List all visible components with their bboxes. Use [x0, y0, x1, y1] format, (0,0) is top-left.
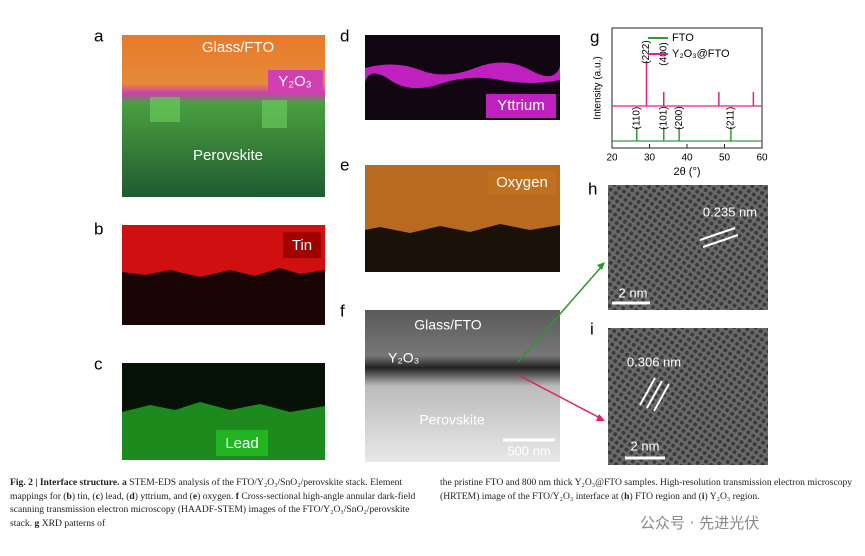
panel-h-image: [608, 185, 768, 310]
caption-text: Cross-sectional high-angle annular dark-…: [10, 490, 416, 529]
x-tick-label: 20: [606, 153, 618, 164]
caption-text: h: [624, 490, 630, 502]
legend-label: FTO: [672, 32, 694, 44]
peak-label: (200): [674, 106, 685, 129]
decor: [150, 97, 180, 122]
panel-letter: i: [590, 319, 594, 338]
caption-text: e: [192, 490, 198, 502]
caption-text: the pristine FTO and 800 nm thick Y₂O₃@F…: [440, 477, 853, 502]
layer-label: Perovskite: [193, 147, 263, 164]
element-label: Oxygen: [496, 174, 548, 191]
caption-text: ) lead, (: [99, 490, 130, 502]
figure: a Glass/FTO Y₂O₃ Perovskite b Tin c Lead…: [94, 26, 768, 465]
caption-left: Fig. 2 | Interface structure. a STEM-EDS…: [10, 476, 432, 530]
label-box: [486, 94, 556, 118]
caption-right: the pristine FTO and 800 nm thick Y₂O₃@F…: [440, 476, 855, 503]
caption-text: f: [233, 490, 239, 502]
panel-letter: e: [340, 155, 349, 174]
panel-f-image: [365, 310, 560, 462]
caption-text: b: [66, 490, 72, 502]
x-tick-label: 40: [681, 153, 693, 164]
panel-letter: f: [340, 301, 345, 320]
decor: [365, 62, 560, 89]
spacing-label: 0.306 nm: [627, 354, 681, 369]
layer-label: Perovskite: [419, 412, 485, 428]
spacing-label: 0.235 nm: [703, 204, 757, 219]
caption-text: ) yttrium, and (: [134, 490, 193, 502]
panel-letter: b: [94, 219, 103, 238]
label-box: [268, 70, 323, 94]
caption-text: XRD patterns of: [39, 517, 106, 529]
peak-label: (222): [641, 40, 652, 63]
label-box: [283, 232, 321, 258]
panel-letter: g: [590, 27, 599, 46]
scale-label: 500 nm: [507, 443, 550, 458]
panel-letter: a: [94, 26, 104, 45]
decor: [699, 227, 739, 248]
y-axis-label: Intensity (a.u.): [593, 56, 604, 119]
decor: [639, 377, 670, 412]
caption-text: ) FTO region and (: [629, 490, 702, 502]
peak-label: (211): [726, 107, 737, 130]
peak-label: (110): [631, 107, 642, 130]
caption-text: ) tin, (: [71, 490, 96, 502]
x-axis-label: 2θ (°): [673, 166, 700, 178]
caption-text: d: [129, 490, 135, 502]
pointer-arrow: [517, 265, 603, 363]
scale-label: 2 nm: [631, 438, 660, 453]
legend-label: Y₂O₃@FTO: [672, 48, 730, 60]
element-label: Lead: [225, 435, 258, 452]
layer-label: Glass/FTO: [414, 317, 482, 333]
caption-text: ) oxygen.: [197, 490, 234, 502]
decor: [262, 100, 287, 128]
layer-label: Glass/FTO: [202, 39, 274, 56]
caption-text: STEM-EDS analysis of the FTO/Y₂O₃/SnO₂/p…: [10, 477, 403, 502]
peak-label: (101): [658, 106, 669, 129]
caption-text: a: [119, 477, 127, 488]
label-box: [488, 170, 556, 195]
pointer-arrow: [519, 375, 601, 419]
panel-letter: c: [94, 354, 103, 373]
panel-letter: d: [340, 26, 349, 45]
decor: [122, 225, 325, 277]
decor: [596, 414, 605, 421]
x-tick-label: 30: [644, 153, 656, 164]
caption-text: Fig. 2 | Interface structure.: [10, 477, 120, 488]
caption-text: g: [32, 517, 40, 529]
label-box: [216, 430, 268, 456]
watermark: 公众号 · 先进光伏: [640, 514, 760, 532]
caption-text: i: [701, 490, 705, 502]
caption-text: ) Y₂O₃ region.: [704, 490, 760, 502]
layer-label: Y₂O₃: [388, 350, 419, 366]
x-tick-label: 50: [719, 153, 731, 164]
scale-label: 2 nm: [619, 285, 648, 300]
decor: [597, 262, 605, 270]
panel-i-image: [608, 328, 768, 465]
panel-letter: h: [588, 179, 597, 198]
element-label: Tin: [292, 237, 312, 254]
layer-label: Y₂O₃: [278, 73, 312, 90]
caption-text: c: [95, 490, 100, 502]
element-label: Yttrium: [497, 97, 545, 114]
x-tick-label: 60: [756, 153, 768, 164]
